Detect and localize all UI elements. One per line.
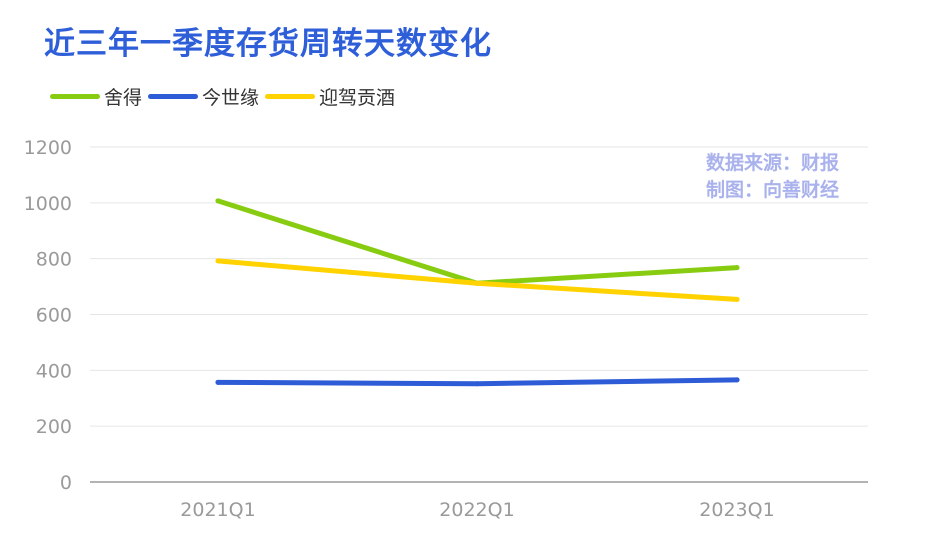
source-note-data-source: 数据来源：财报 — [706, 152, 840, 174]
page-title: 近三年一季度存货周转天数变化 — [44, 26, 492, 62]
legend-item-shede[interactable]: 舍得 — [50, 83, 142, 110]
legend-item-jinshiyuan[interactable]: 今世缘 — [148, 83, 259, 110]
y-tick-label-800: 800 — [36, 249, 72, 271]
legend-label-shede: 舍得 — [104, 86, 143, 109]
chart-legend: 舍得 今世缘 迎驾贡酒 — [50, 83, 401, 110]
data-point-jinshiyuan-2022Q1 — [474, 381, 480, 387]
source-note-credit: 制图：向善财经 — [706, 179, 840, 201]
y-tick-label-0: 0 — [60, 472, 72, 494]
x-axis-ticks: 2021Q1 2022Q1 2023Q1 — [180, 499, 774, 521]
series-lines — [215, 198, 740, 387]
legend-swatch-shede — [50, 93, 100, 99]
legend-swatch-jinshiyuan — [148, 93, 199, 99]
x-tick-label-2022Q1: 2022Q1 — [439, 499, 514, 521]
series-line-shede — [215, 198, 740, 286]
x-tick-label-2023Q1: 2023Q1 — [699, 499, 774, 521]
data-point-yingjia-2023Q1 — [734, 296, 740, 302]
data-point-yingjia-2022Q1 — [474, 280, 480, 286]
data-point-yingjia-2021Q1 — [215, 258, 221, 264]
data-point-jinshiyuan-2021Q1 — [215, 379, 221, 385]
data-point-jinshiyuan-2023Q1 — [734, 377, 740, 383]
series-line-yingjia — [215, 258, 740, 302]
legend-item-yingjia[interactable]: 迎驾贡酒 — [265, 83, 395, 110]
y-tick-label-400: 400 — [36, 360, 72, 382]
y-tick-label-1000: 1000 — [24, 193, 72, 215]
y-tick-label-600: 600 — [36, 305, 72, 327]
y-axis-ticks: 0 200 400 600 800 1000 1200 — [24, 137, 72, 494]
data-point-shede-2021Q1 — [215, 198, 221, 204]
data-point-shede-2023Q1 — [734, 265, 740, 271]
y-tick-label-1200: 1200 — [24, 137, 72, 159]
legend-swatch-yingjia — [265, 93, 316, 99]
legend-label-jinshiyuan: 今世缘 — [202, 86, 260, 109]
x-tick-label-2021Q1: 2021Q1 — [180, 499, 255, 521]
source-note: 数据来源：财报 制图：向善财经 — [706, 150, 839, 204]
legend-label-yingjia: 迎驾贡酒 — [319, 86, 396, 109]
y-tick-label-200: 200 — [36, 416, 72, 438]
